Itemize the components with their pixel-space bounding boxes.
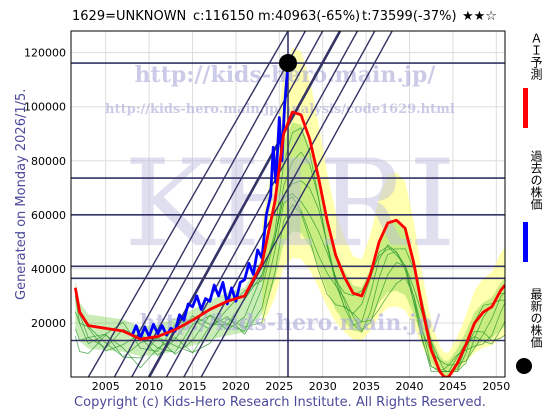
forecast-band-yellow (261, 48, 505, 377)
trend-channel-line-7 (87, 31, 289, 377)
stock-code-label: 1629=UNKNOWN (72, 9, 187, 24)
chart-header: 1629=UNKNOWN c:116150 m:40963(-65%) t:73… (0, 0, 560, 30)
x-tick-label-2050: 2050 (482, 380, 510, 393)
legend-ai-forecast-swatch (523, 88, 528, 128)
y-tick-label-100000: 100000 (24, 101, 66, 114)
x-tick-label-2010: 2010 (135, 380, 163, 393)
trend-channel-line-2 (131, 31, 324, 377)
current-marker-layer (279, 54, 297, 73)
forecast-band-line-2 (74, 196, 505, 372)
legend-ai-forecast-label: ＡＩ予測 (529, 32, 543, 80)
price-series (73, 62, 505, 377)
legend-latest-price-label: 最新の株価 (529, 288, 543, 348)
legend-latest-price-dot (516, 358, 532, 374)
min-price-label: m:40963(-65%) (258, 9, 361, 24)
watermark-logo: KHRI (124, 135, 456, 274)
y-tick-label-120000: 120000 (24, 47, 66, 60)
trend-channel-line-1 (113, 31, 306, 377)
target-price-label: t:73599(-37%) (362, 9, 457, 24)
x-tick-label-2045: 2045 (439, 380, 467, 393)
close-price-label: c:116150 (193, 9, 255, 24)
x-tick-label-2020: 2020 (222, 380, 250, 393)
trend-channel-line-6 (200, 31, 393, 377)
x-tick-label-2015: 2015 (179, 380, 207, 393)
plot-frame (70, 30, 506, 378)
x-axis: 2005 2010 2015 2020 2025 2030 2035 2040 2045 2050 (92, 380, 511, 393)
legend-past-price-label: 過去の株価 (529, 150, 543, 210)
past-price-line (130, 62, 290, 340)
rating-stars: ★★☆ (462, 9, 497, 24)
latest-price-marker (279, 54, 297, 73)
copyright-footer: Copyright (c) Kids-Hero Research Institu… (74, 395, 486, 410)
trend-channel-line-4 (165, 31, 359, 377)
generated-date-label: Generated on Monday 2026/1/5. (14, 88, 29, 300)
ai-forecast-line (73, 110, 505, 377)
x-tick-label-2030: 2030 (309, 380, 337, 393)
y-tick-label-40000: 40000 (31, 263, 66, 276)
forecast-band-line-4 (74, 180, 505, 366)
x-tick-label-2040: 2040 (396, 380, 424, 393)
x-tick-label-2005: 2005 (92, 380, 120, 393)
x-tick-label-2025: 2025 (265, 380, 293, 393)
y-tick-label-20000: 20000 (31, 317, 66, 330)
y-axis: 20000 40000 60000 80000 100000 120000 (24, 47, 66, 330)
legend-past-price-swatch (523, 222, 528, 262)
trend-channel-line-3 (147, 31, 342, 377)
y-tick-label-60000: 60000 (31, 209, 66, 222)
y-tick-label-80000: 80000 (31, 155, 66, 168)
trend-channel-line-5 (183, 31, 376, 377)
x-tick-label-2035: 2035 (352, 380, 380, 393)
